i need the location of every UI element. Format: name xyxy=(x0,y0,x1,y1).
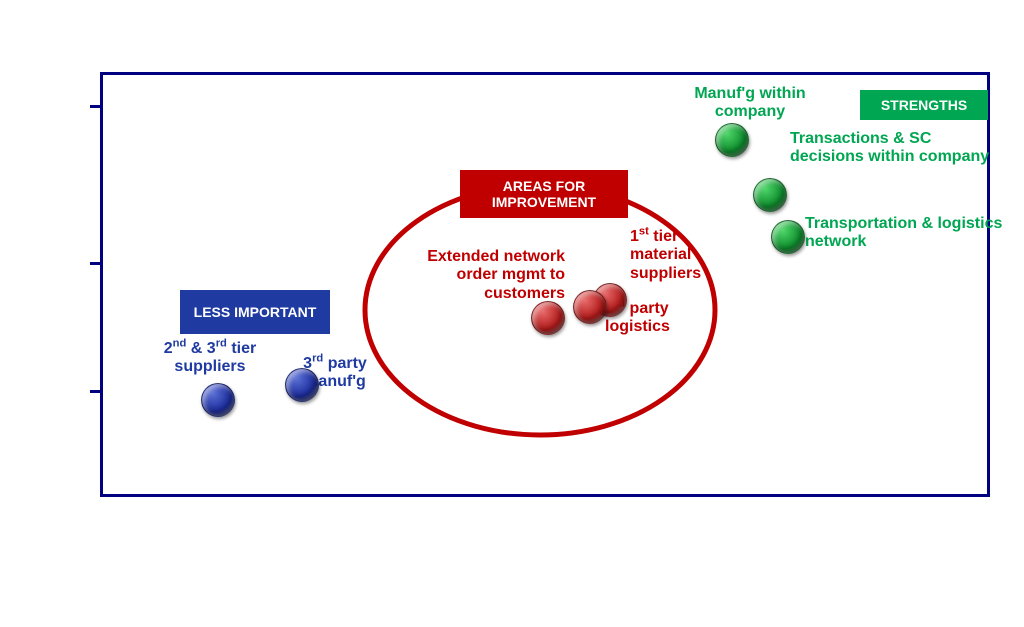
badge-improve: AREAS FOR IMPROVEMENT xyxy=(460,170,628,218)
trans-sc-dec-label: Transactions & SC decisions within compa… xyxy=(790,130,990,167)
tier23-suppliers-dot xyxy=(201,383,235,417)
badge-strength: STRENGTHS xyxy=(860,90,988,120)
trans-sc-dec-dot xyxy=(753,178,787,212)
third-party-logi-dot xyxy=(573,290,607,324)
tier23-suppliers-label: 2nd & 3rd tier suppliers xyxy=(140,340,280,377)
transport-net-label: Transportation & logistics network xyxy=(805,215,1005,252)
badge-less: LESS IMPORTANT xyxy=(180,290,330,334)
first-tier-supp-label: 1st tier material suppliers xyxy=(630,228,740,283)
transport-net-dot xyxy=(771,220,805,254)
manuf-within-label: Manuf'g within company xyxy=(665,85,835,122)
ext-order-mgmt-dot xyxy=(531,301,565,335)
third-party-manuf-dot xyxy=(285,368,319,402)
chart-stage: LESS IMPORTANT AREAS FOR IMPROVEMENT STREN… xyxy=(0,0,1024,627)
ext-order-mgmt-label: Extended network order mgmt to customers xyxy=(395,248,565,303)
manuf-within-dot xyxy=(715,123,749,157)
